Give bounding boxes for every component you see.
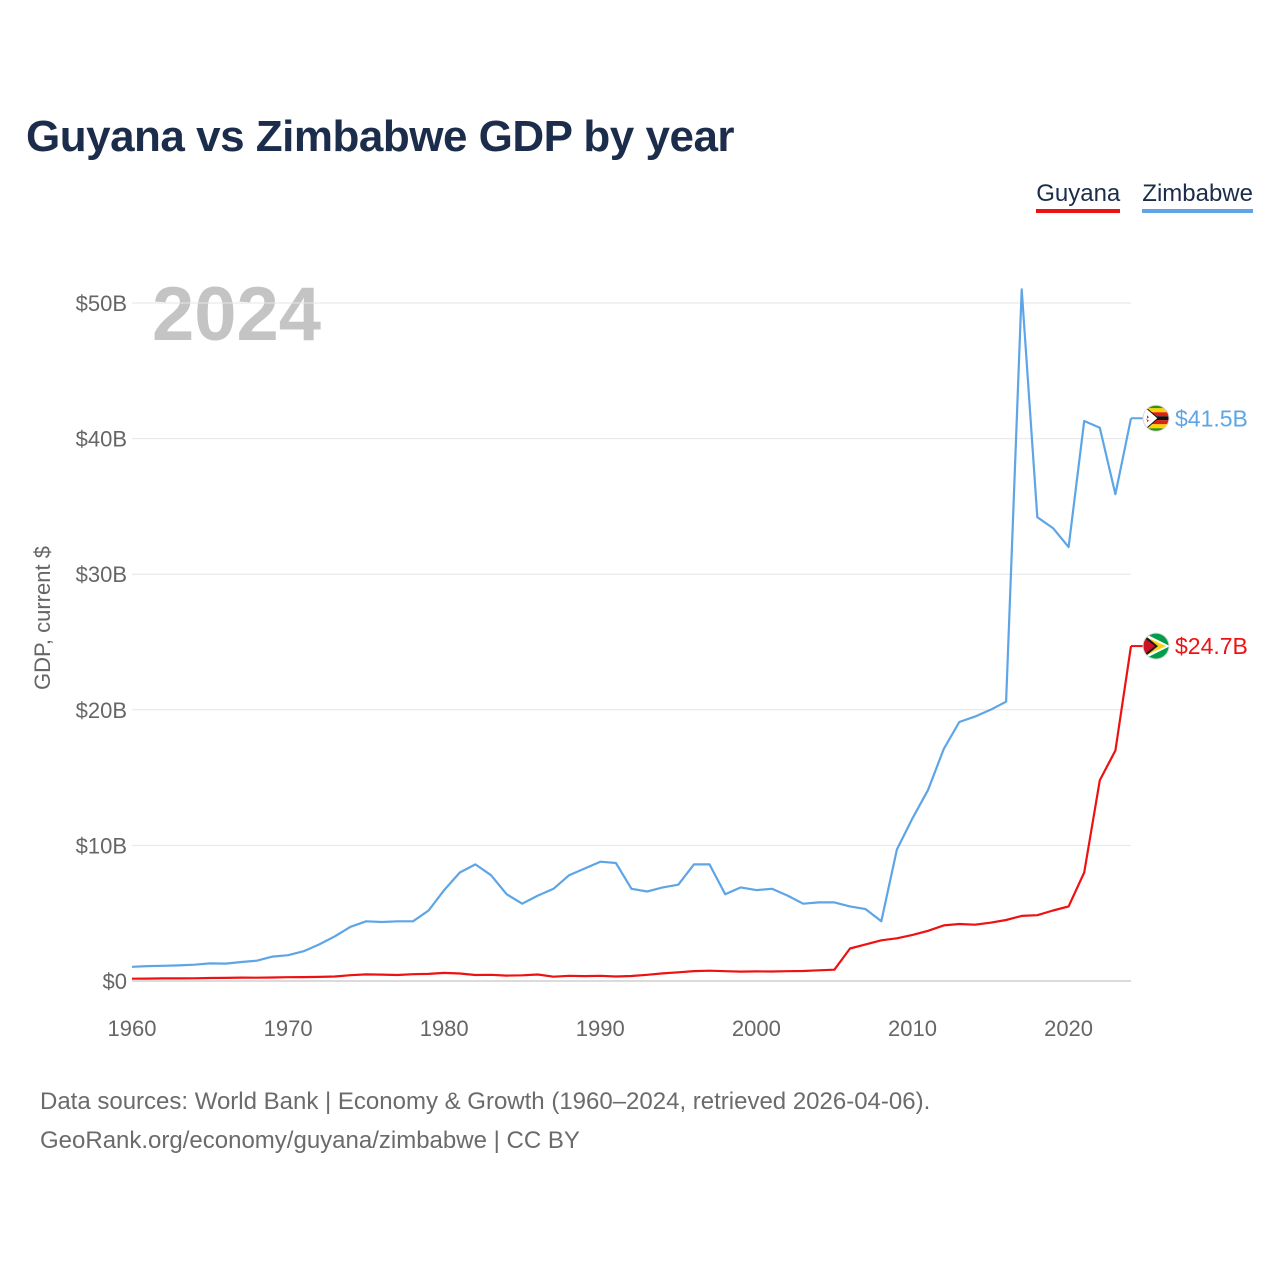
series-zimbabwe [131,288,1133,968]
end-value-label: $24.7B [1175,633,1248,659]
end-value-label: $41.5B [1175,405,1248,431]
x-tick-label: 1980 [420,1016,469,1041]
x-tick-label: 1970 [264,1016,313,1041]
y-tick-label: $50B [76,291,127,316]
series-line-guyana [131,645,1133,980]
y-tick-label: $20B [76,698,127,723]
legend: Guyana Zimbabwe [1036,180,1253,213]
legend-item-guyana[interactable]: Guyana [1036,180,1121,213]
x-tick-label: 2000 [732,1016,781,1041]
y-tick-label: $10B [76,833,127,858]
x-tick-label: 2020 [1044,1016,1093,1041]
guyana-flag-icon [1142,632,1170,660]
legend-item-zimbabwe[interactable]: Zimbabwe [1142,180,1253,213]
y-tick-label: $40B [76,427,127,452]
data-sources-text: Data sources: World Bank | Economy & Gro… [40,1088,931,1115]
chart-title: Guyana vs Zimbabwe GDP by year [26,112,735,161]
source-link[interactable]: GeoRank.org/economy/guyana/zimbabwe | CC… [40,1127,580,1154]
y-axis-title: GDP, current $ [30,546,55,690]
x-tick-label: 2010 [888,1016,937,1041]
series-guyana [131,645,1133,980]
series-line-zimbabwe [131,288,1133,968]
y-tick-label: $30B [76,562,127,587]
y-tick-label: $0 [103,969,127,994]
x-tick-label: 1960 [108,1016,157,1041]
zimbabwe-flag-icon [1142,404,1170,432]
x-tick-label: 1990 [576,1016,625,1041]
footer: Data sources: World Bank | Economy & Gro… [40,1082,930,1160]
year-watermark: 2024 [152,272,321,357]
